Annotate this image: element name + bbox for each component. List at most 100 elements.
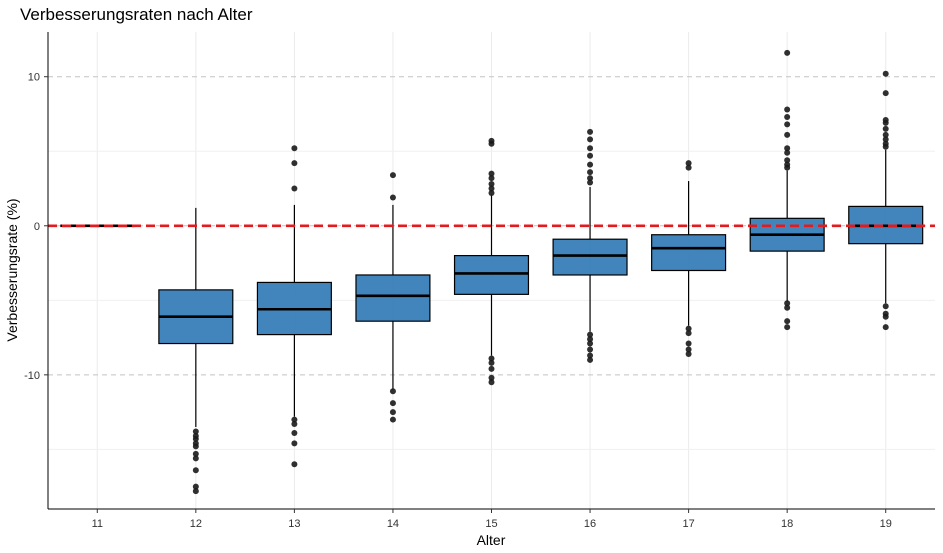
outlier-point bbox=[685, 164, 692, 171]
outlier-point bbox=[587, 152, 594, 159]
y-axis-title: Verbesserungsrate (%) bbox=[4, 198, 20, 341]
outlier-point bbox=[882, 125, 889, 132]
outlier-point bbox=[685, 330, 692, 337]
outlier-point bbox=[784, 318, 791, 325]
outlier-point bbox=[685, 325, 692, 332]
outlier-point bbox=[488, 170, 495, 177]
box-group-17 bbox=[651, 160, 727, 357]
outlier-point bbox=[389, 172, 396, 179]
outlier-point bbox=[389, 194, 396, 201]
outlier-point bbox=[488, 365, 495, 372]
outlier-point bbox=[587, 336, 594, 343]
outlier-point bbox=[587, 145, 594, 152]
outlier-point bbox=[291, 185, 298, 192]
box-group-16 bbox=[552, 128, 628, 363]
outlier-point bbox=[291, 429, 298, 436]
outlier-point bbox=[192, 443, 199, 450]
outlier-point bbox=[882, 70, 889, 77]
outlier-point bbox=[685, 346, 692, 353]
outlier-point bbox=[587, 331, 594, 338]
outlier-point bbox=[685, 160, 692, 167]
outlier-point bbox=[587, 356, 594, 363]
x-tick-label: 12 bbox=[190, 518, 202, 530]
box-layer bbox=[60, 49, 924, 495]
outlier-point bbox=[192, 483, 199, 490]
x-tick-label: 16 bbox=[584, 518, 596, 530]
axis-layer: -10 0 10 11 12 13 14 15 16 17 18 19 bbox=[24, 32, 935, 530]
outlier-point bbox=[488, 359, 495, 366]
box-group-15 bbox=[453, 137, 530, 386]
outlier-point bbox=[784, 106, 791, 113]
outlier-point bbox=[882, 136, 889, 143]
outlier-point bbox=[587, 161, 594, 168]
outlier-point bbox=[587, 136, 594, 143]
outlier-point bbox=[291, 160, 298, 167]
x-tick-label: 15 bbox=[485, 518, 497, 530]
outlier-point bbox=[587, 352, 594, 359]
outlier-point bbox=[685, 340, 692, 347]
box-group-18 bbox=[749, 49, 825, 331]
outlier-point bbox=[488, 175, 495, 182]
box-group-12 bbox=[158, 207, 234, 495]
outlier-point bbox=[488, 379, 495, 386]
outlier-point bbox=[389, 388, 396, 395]
x-tick-label: 11 bbox=[92, 518, 103, 530]
outlier-point bbox=[587, 346, 594, 353]
outlier-point bbox=[488, 137, 495, 144]
outlier-point bbox=[291, 416, 298, 423]
box-group-14 bbox=[355, 172, 431, 423]
iqr-box bbox=[453, 254, 530, 295]
outlier-point bbox=[192, 467, 199, 474]
outlier-point bbox=[784, 145, 791, 152]
outlier-point bbox=[784, 304, 791, 311]
outlier-point bbox=[784, 300, 791, 307]
outlier-point bbox=[784, 49, 791, 56]
outlier-point bbox=[587, 175, 594, 182]
outlier-point bbox=[488, 355, 495, 362]
iqr-box bbox=[651, 234, 727, 272]
outlier-point bbox=[587, 179, 594, 186]
outlier-point bbox=[784, 161, 791, 168]
outlier-point bbox=[192, 450, 199, 457]
box-group-13 bbox=[256, 145, 332, 468]
y-tick-label: 10 bbox=[28, 72, 40, 84]
outlier-point bbox=[882, 131, 889, 138]
outlier-point bbox=[784, 131, 791, 138]
outlier-point bbox=[192, 455, 199, 462]
outlier-point bbox=[587, 128, 594, 135]
x-tick-label: 18 bbox=[781, 518, 793, 530]
outlier-point bbox=[882, 90, 889, 97]
outlier-point bbox=[488, 189, 495, 196]
outlier-point bbox=[784, 324, 791, 331]
x-tick-label: 13 bbox=[288, 518, 300, 530]
outlier-point bbox=[882, 303, 889, 310]
outlier-point bbox=[389, 416, 396, 423]
outlier-point bbox=[488, 181, 495, 188]
outlier-point bbox=[291, 145, 298, 152]
outlier-point bbox=[389, 400, 396, 407]
outlier-point bbox=[784, 121, 791, 128]
outlier-point bbox=[192, 488, 199, 495]
y-tick-label: 0 bbox=[34, 221, 40, 233]
outlier-point bbox=[784, 157, 791, 164]
outlier-point bbox=[389, 409, 396, 416]
outlier-point bbox=[784, 149, 791, 156]
outlier-point bbox=[882, 116, 889, 123]
chart-title: Verbesserungsraten nach Alter bbox=[20, 5, 253, 24]
outlier-point bbox=[291, 440, 298, 447]
outlier-point bbox=[882, 140, 889, 147]
outlier-point bbox=[882, 313, 889, 320]
outlier-point bbox=[882, 324, 889, 331]
outlier-point bbox=[192, 428, 199, 435]
outlier-point bbox=[587, 340, 594, 347]
outlier-point bbox=[685, 350, 692, 357]
outlier-point bbox=[587, 169, 594, 176]
x-tick-label: 14 bbox=[387, 518, 399, 530]
x-tick-label: 19 bbox=[880, 518, 892, 530]
x-axis-title: Alter bbox=[477, 532, 506, 548]
y-tick-label: -10 bbox=[24, 370, 40, 382]
x-tick-label: 17 bbox=[682, 518, 694, 530]
outlier-point bbox=[291, 421, 298, 428]
outlier-point bbox=[291, 461, 298, 468]
